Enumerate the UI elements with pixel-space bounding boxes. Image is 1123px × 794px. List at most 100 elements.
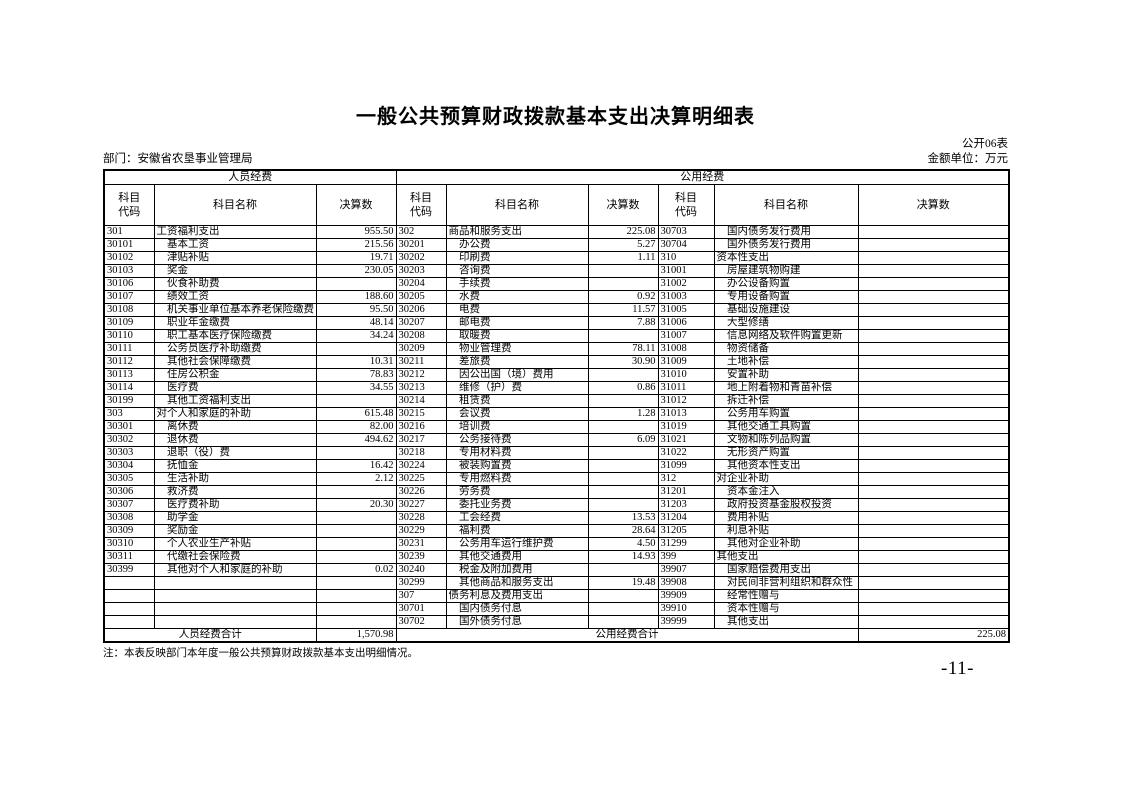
subject-code-cell: 30106 [103, 276, 155, 291]
amount-cell: 0.92 [587, 289, 659, 304]
subject-name-cell: 工会经费 [445, 510, 589, 525]
subject-code-cell: 31005 [657, 302, 715, 317]
amount-cell [587, 614, 659, 629]
subject-name-cell: 对个人和家庭的补助 [153, 406, 317, 421]
table-body: 301 工资福利支出 955.50 302 商品和服务支出 225.08 30703 国内债… [103, 224, 1010, 629]
amount-cell [315, 575, 397, 590]
subject-code-cell: 31022 [657, 445, 715, 460]
meta-line: 部门：安徽省农垦事业管理局 金额单位：万元 [103, 152, 1008, 167]
subject-code-cell: 30201 [395, 237, 447, 252]
subject-name-cell: 其他交通费用 [445, 549, 589, 564]
table-row: 30113 住房公积金 78.83 30212 因公出国（境）费用 31010 安置补… [103, 367, 1010, 382]
amount-cell [857, 432, 1010, 447]
subject-name-cell: 经常性赠与 [713, 588, 859, 603]
subject-name-cell: 国家赔偿费用支出 [713, 562, 859, 577]
subject-code-cell: 31203 [657, 497, 715, 512]
subject-name-cell: 生活补助 [153, 471, 317, 486]
subject-name-cell: 物业管理费 [445, 341, 589, 356]
subject-code-cell: 301 [103, 224, 155, 239]
subject-name-cell: 职工基本医疗保险缴费 [153, 328, 317, 343]
subject-name-cell: 维修（护）费 [445, 380, 589, 395]
subject-name-cell: 拆迁补偿 [713, 393, 859, 408]
subject-name-cell: 国内债务发行费用 [713, 224, 859, 239]
public-total-label: 公用经费合计 [395, 627, 859, 642]
page-title: 一般公共预算财政拨款基本支出决算明细表 [356, 106, 755, 128]
subject-name-cell: 奖励金 [153, 523, 317, 538]
amount-cell: 95.50 [315, 302, 397, 317]
amount-cell [857, 354, 1010, 369]
table-row: 30307 医疗费补助 20.30 30227 委托业务费 31203 政府投资基金股… [103, 497, 1010, 512]
amount-cell: 2.12 [315, 471, 397, 486]
subject-name-cell: 税金及附加费用 [445, 562, 589, 577]
subject-code-cell: 31010 [657, 367, 715, 382]
col-header-subject-code: 科目 代码 [657, 183, 715, 226]
amount-cell [857, 302, 1010, 317]
subject-name-cell [153, 588, 317, 603]
subject-code-cell: 30206 [395, 302, 447, 317]
subject-name-cell: 差旅费 [445, 354, 589, 369]
amount-cell: 82.00 [315, 419, 397, 434]
amount-cell [857, 380, 1010, 395]
subject-name-cell: 办公费 [445, 237, 589, 252]
subject-name-cell: 其他交通工具购置 [713, 419, 859, 434]
subject-code-cell: 30302 [103, 432, 155, 447]
subject-code-cell: 30299 [395, 575, 447, 590]
subject-name-cell: 邮电费 [445, 315, 589, 330]
table-row: 30112 其他社会保障缴费 10.31 30211 差旅费 30.90 31009 土… [103, 354, 1010, 369]
subject-name-cell: 助学金 [153, 510, 317, 525]
amount-cell: 34.55 [315, 380, 397, 395]
subject-name-cell: 地上附着物和青苗补偿 [713, 380, 859, 395]
amount-cell: 30.90 [587, 354, 659, 369]
table-row: 30199 其他工资福利支出 30214 租赁费 31012 拆迁补偿 [103, 393, 1010, 408]
subject-name-cell: 医疗费 [153, 380, 317, 395]
subject-code-cell: 30240 [395, 562, 447, 577]
table-row: 30109 职业年金缴费 48.14 30207 邮电费 7.88 31006 大型修缮 [103, 315, 1010, 330]
subject-name-cell: 其他社会保障缴费 [153, 354, 317, 369]
subject-name-cell: 其他支出 [713, 614, 859, 629]
subject-name-cell: 抚恤金 [153, 458, 317, 473]
amount-cell: 20.30 [315, 497, 397, 512]
subject-code-cell: 30209 [395, 341, 447, 356]
subject-name-cell: 租赁费 [445, 393, 589, 408]
amount-cell [587, 276, 659, 291]
subject-code-cell [103, 614, 155, 629]
subject-code-cell: 30110 [103, 328, 155, 343]
subject-name-cell: 基础设施建设 [713, 302, 859, 317]
amount-cell [857, 367, 1010, 382]
subject-name-cell: 其他商品和服务支出 [445, 575, 589, 590]
subject-name-cell: 电费 [445, 302, 589, 317]
amount-cell: 16.42 [315, 458, 397, 473]
subject-name-cell: 被装购置费 [445, 458, 589, 473]
subject-code-cell: 30211 [395, 354, 447, 369]
amount-cell [857, 536, 1010, 551]
subject-code-cell [103, 588, 155, 603]
subject-code-cell: 307 [395, 588, 447, 603]
subject-code-cell: 31002 [657, 276, 715, 291]
subject-name-cell: 利息补贴 [713, 523, 859, 538]
subject-code-cell: 31003 [657, 289, 715, 304]
subject-code-cell: 31201 [657, 484, 715, 499]
subject-code-cell: 30239 [395, 549, 447, 564]
amount-cell: 5.27 [587, 237, 659, 252]
amount-cell [857, 276, 1010, 291]
amount-cell [857, 315, 1010, 330]
table-row: 30311 代缴社会保险费 30239 其他交通费用 14.93 399 其他支出 [103, 549, 1010, 564]
subject-code-cell: 30208 [395, 328, 447, 343]
amount-cell [587, 562, 659, 577]
table-row: 30701 国内债务付息 39910 资本性赠与 [103, 601, 1010, 616]
amount-cell [857, 263, 1010, 278]
subject-code-cell: 30113 [103, 367, 155, 382]
amount-cell: 215.56 [315, 237, 397, 252]
subject-name-cell: 大型修缮 [713, 315, 859, 330]
subject-name-cell: 资本金注入 [713, 484, 859, 499]
subject-name-cell [153, 614, 317, 629]
table-row: 30301 离休费 82.00 30216 培训费 31019 其他交通工具购置 [103, 419, 1010, 434]
amount-cell [857, 393, 1010, 408]
amount-cell [587, 497, 659, 512]
subject-name-cell: 退职（役）费 [153, 445, 317, 460]
subject-code-cell: 30103 [103, 263, 155, 278]
amount-cell [315, 510, 397, 525]
amount-cell [857, 562, 1010, 577]
page-number: -11- [941, 658, 974, 679]
table-row: 307 债务利息及费用支出 39909 经常性赠与 [103, 588, 1010, 603]
